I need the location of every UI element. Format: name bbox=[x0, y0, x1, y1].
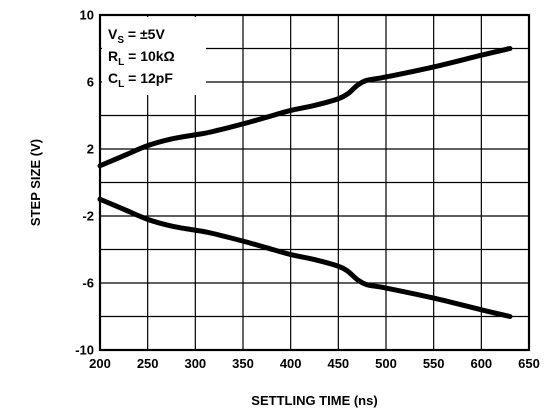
x-tick-label: 500 bbox=[375, 356, 397, 371]
x-tick-label: 650 bbox=[518, 356, 540, 371]
positive-step-curve bbox=[97, 46, 513, 169]
x-tick-label: 450 bbox=[327, 356, 349, 371]
y-tick-label: 10 bbox=[80, 8, 94, 23]
x-tick-label: 350 bbox=[232, 356, 254, 371]
y-tick-labels: -10 -6 -2 2 6 10 bbox=[75, 8, 94, 358]
data-series bbox=[97, 46, 513, 319]
x-tick-label: 400 bbox=[280, 356, 302, 371]
annotation-supply-voltage: VS = ±5V bbox=[108, 26, 165, 46]
x-tick-label: 200 bbox=[89, 356, 111, 371]
x-tick-label: 300 bbox=[184, 356, 206, 371]
y-tick-label: 2 bbox=[87, 142, 94, 157]
y-axis-title: STEP SIZE (V) bbox=[28, 139, 43, 226]
annotation-load-capacitance: CL = 12pF bbox=[108, 70, 173, 90]
x-tick-labels: 200 250 300 350 400 450 500 550 600 650 bbox=[89, 356, 540, 371]
negative-step-curve bbox=[97, 196, 513, 319]
annotation-load-resistance: RL = 10kΩ bbox=[108, 48, 175, 68]
plot-frame bbox=[98, 13, 531, 352]
annotation-background bbox=[102, 17, 206, 95]
x-axis-title: SETTLING TIME (ns) bbox=[251, 393, 377, 408]
grid-lines bbox=[100, 15, 529, 350]
x-tick-label: 250 bbox=[137, 356, 159, 371]
x-tick-label: 550 bbox=[423, 356, 445, 371]
y-tick-label: -2 bbox=[82, 209, 94, 224]
y-tick-label: -10 bbox=[75, 343, 94, 358]
y-tick-label: 6 bbox=[87, 75, 94, 90]
y-tick-label: -6 bbox=[82, 276, 94, 291]
x-tick-label: 600 bbox=[470, 356, 492, 371]
